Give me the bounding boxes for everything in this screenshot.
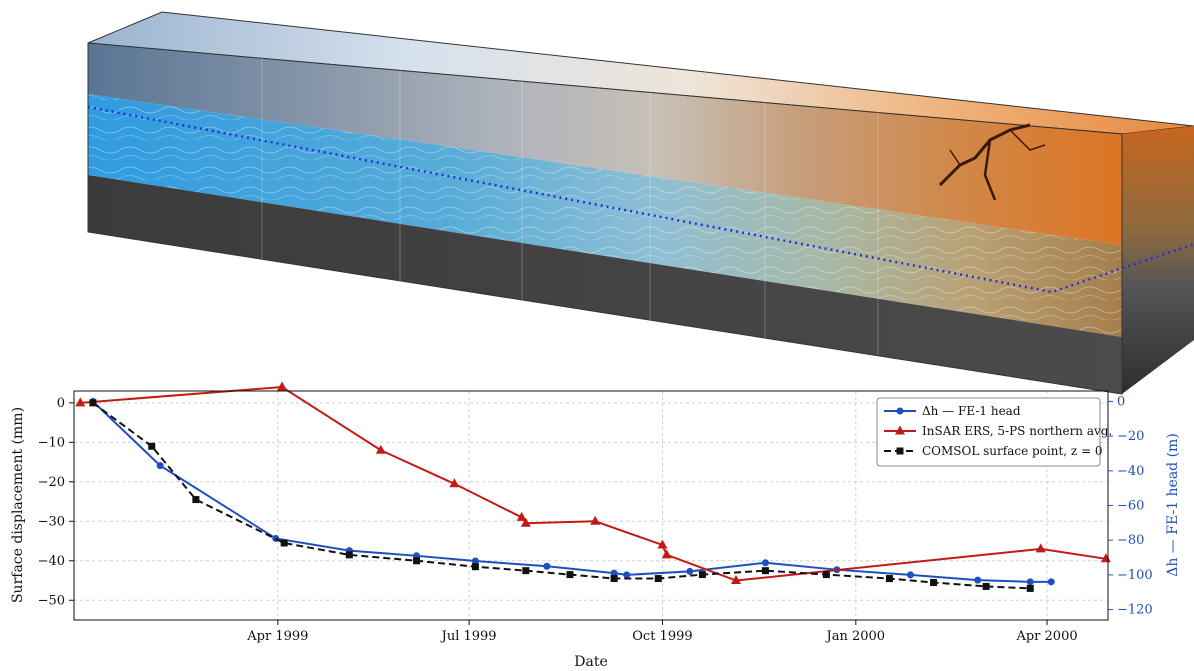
data-point [623,571,631,579]
y-right-tick-label: −80 [1117,533,1144,548]
x-ticks: Apr 1999 Jul 1999 Oct 1999 Jan 2000 Apr 2000 [246,620,1078,644]
legend: Δh — FE-1 head InSAR ERS, 5-PS northern a… [876,397,1112,467]
y-right-ticks: 0 −20 −40 −60 −80 −100 −120 [1108,394,1153,618]
legend-label: InSAR ERS, 5-PS northern avg. [922,424,1112,438]
data-point [345,551,353,559]
data-point [543,562,551,570]
data-point [471,563,479,571]
legend-label: Δh — FE-1 head [922,404,1021,418]
data-point [686,567,694,575]
data-point [280,539,288,547]
y-right-axis-title: Δh — FE-1 head (m) [1165,433,1181,577]
data-point [822,571,830,579]
data-point [906,571,914,579]
data-point [522,567,530,575]
legend-label: COMSOL surface point, z = 0 [922,444,1103,458]
aquifer-block-diagram [87,11,1194,395]
data-point [930,578,938,586]
data-point [885,575,893,583]
data-point [657,539,668,549]
series-layer [75,381,1111,592]
data-point [277,381,288,391]
y-right-tick-label: −60 [1117,499,1144,514]
y-left-tick-label: −30 [38,514,65,529]
data-point [148,442,156,450]
data-point [449,478,460,488]
data-point [375,444,386,454]
x-tick-label: Apr 2000 [1015,629,1077,644]
y-left-tick-label: −20 [38,475,65,490]
data-point [731,575,742,585]
water-table-line [87,105,1194,294]
y-left-tick-label: −10 [38,435,65,450]
y-left-tick-label: −50 [38,593,65,608]
y-right-tick-label: −100 [1117,568,1153,583]
data-point [698,571,706,579]
x-tick-label: Jul 1999 [440,629,497,644]
series-2 [89,399,1034,592]
data-point [761,567,769,575]
x-axis-title: Date [574,654,607,670]
data-point [516,511,527,521]
legend-marker [895,425,905,435]
y-left-tick-label: 0 [57,396,65,411]
data-point [156,462,164,470]
data-point [471,557,479,565]
y-right-tick-label: −20 [1117,429,1144,444]
y-right-tick-label: −40 [1117,464,1144,479]
data-point [590,515,601,525]
displacement-chart: Apr 1999 Jul 1999 Oct 1999 Jan 2000 Apr 2000… [10,381,1181,670]
data-point [661,549,672,559]
data-point [566,571,574,579]
data-point [610,569,618,577]
data-point [89,399,97,407]
series-line [80,386,1107,582]
y-left-ticks: 0 −10 −20 −30 −40 −50 [38,396,74,608]
legend-marker [896,407,904,415]
legend-box [876,397,1101,467]
data-point [974,576,982,584]
data-point [1035,543,1046,553]
ground-crack-icon [938,123,1046,201]
data-point [1047,578,1055,586]
y-left-tick-label: −40 [38,554,65,569]
data-point [192,496,200,504]
legend-marker [896,447,904,455]
series-line [92,402,1031,590]
data-point [982,582,990,590]
y-left-axis-title: Surface displacement (mm) [10,407,26,603]
x-tick-label: Oct 1999 [632,629,692,644]
data-point [1026,584,1034,592]
data-point [1026,578,1034,586]
x-tick-label: Apr 1999 [246,629,308,644]
data-point [761,559,769,567]
data-point [75,397,86,407]
y-right-tick-label: −120 [1117,603,1153,618]
data-point [413,557,421,565]
y-right-tick-label: 0 [1117,394,1125,409]
series-1 [75,381,1111,585]
x-tick-label: Jan 2000 [825,629,886,644]
data-point [520,517,531,527]
data-point [654,575,662,583]
data-point [610,575,618,583]
series-line [92,400,1052,583]
